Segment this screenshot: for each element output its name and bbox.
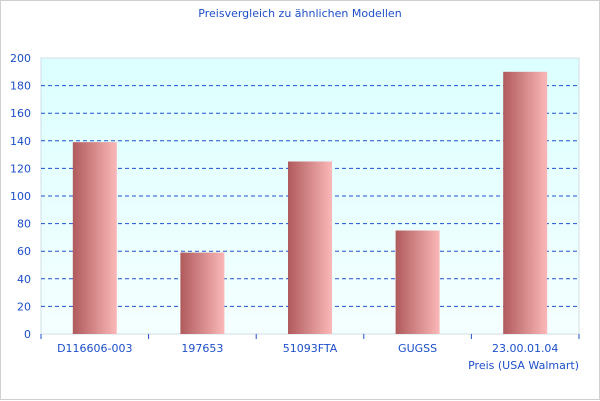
x-tick-label: 51093FTA <box>283 342 338 355</box>
y-tick-label: 0 <box>24 328 31 341</box>
bar-23.00.01.04 <box>503 71 548 335</box>
chart-title: Preisvergleich zu ähnlichen Modellen <box>198 7 401 20</box>
y-tick-label: 40 <box>17 273 31 286</box>
bar-GUGSS <box>395 230 440 334</box>
x-tick-label: 197653 <box>181 342 223 355</box>
x-tick-label: GUGSS <box>398 342 437 355</box>
bar-197653 <box>180 252 225 334</box>
x-tick-label: 23.00.01.04 <box>492 342 558 355</box>
y-tick-label: 120 <box>10 162 31 175</box>
bar-D116606-003 <box>72 142 117 334</box>
y-tick-label: 100 <box>10 190 31 203</box>
y-tick-label: 160 <box>10 107 31 120</box>
x-axis-label: Preis (USA Walmart) <box>468 359 579 372</box>
y-tick-label: 200 <box>10 52 31 65</box>
y-tick-label: 180 <box>10 80 31 93</box>
bar-51093FTA <box>288 161 332 334</box>
y-tick-label: 140 <box>10 135 31 148</box>
x-tick-label: D116606-003 <box>57 342 132 355</box>
y-tick-label: 20 <box>17 300 31 313</box>
y-tick-label: 80 <box>17 218 31 231</box>
y-tick-label: 60 <box>17 245 31 258</box>
